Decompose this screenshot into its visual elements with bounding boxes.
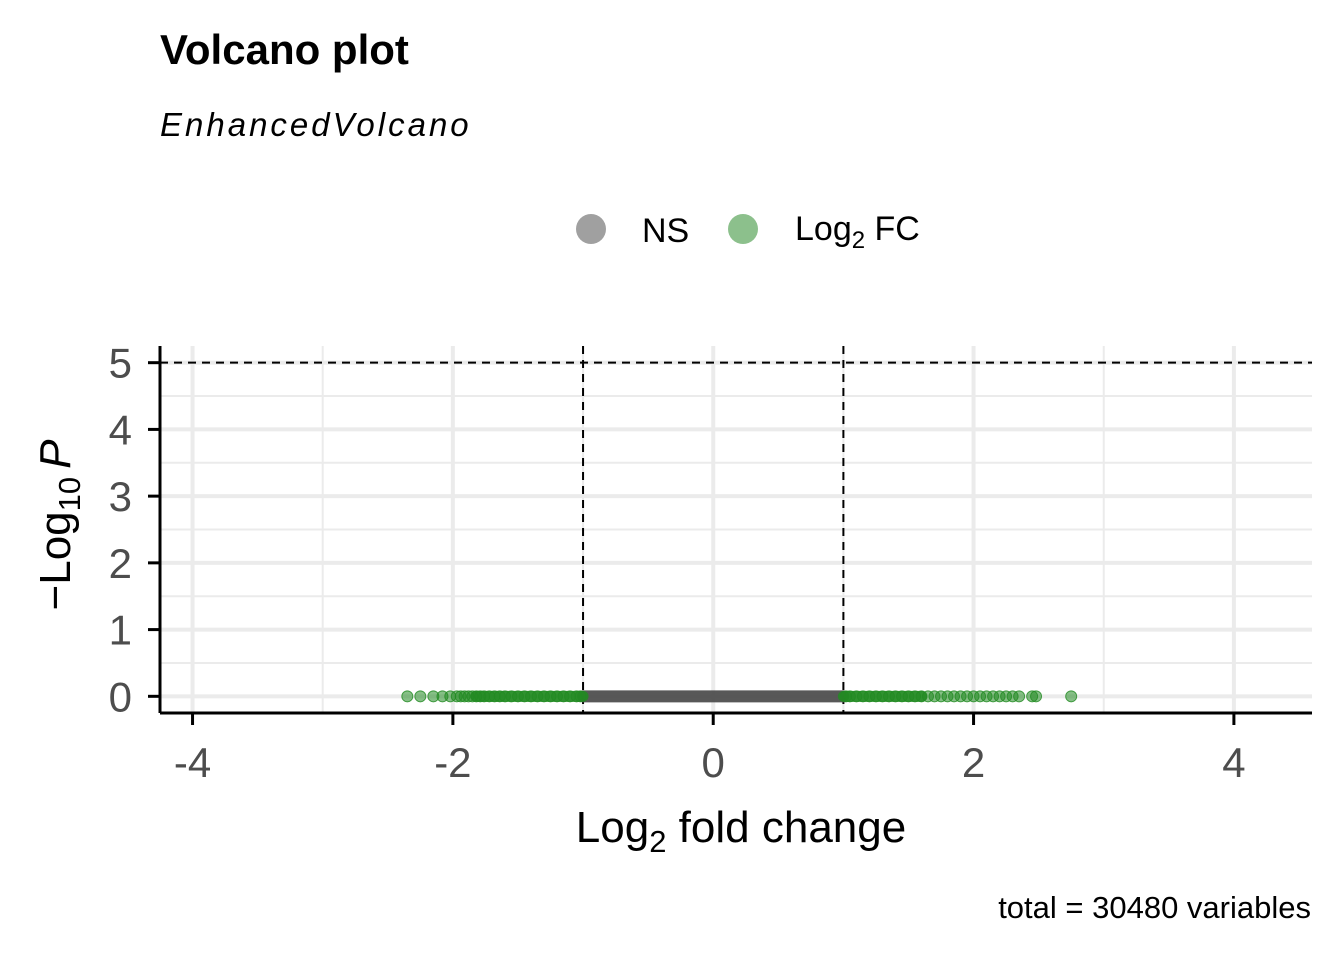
axes: [148, 346, 1312, 725]
x-tick-label: -4: [174, 739, 211, 786]
fc-point: [401, 690, 414, 703]
chart-title: Volcano plot: [160, 26, 409, 73]
chart-caption: total = 30480 variables: [998, 890, 1311, 925]
fc-point: [574, 690, 587, 703]
fc-point: [1030, 690, 1043, 703]
x-tick-label: 2: [962, 739, 985, 786]
x-tick-label: 0: [702, 739, 725, 786]
x-axis-title: Log2 fold change: [576, 803, 906, 859]
y-tick-label: 5: [109, 340, 132, 387]
x-tick-label: 4: [1222, 739, 1245, 786]
y-tick-labels: 0 1 2 3 4 5: [109, 340, 132, 721]
y-tick-label: 2: [109, 540, 132, 587]
grid-major: [160, 346, 1312, 713]
legend-label-ns: NS: [642, 212, 689, 250]
legend: NS Log2 FC: [576, 210, 920, 254]
legend-label-fc: Log2 FC: [795, 210, 920, 254]
x-axis-title-rest: fold change: [666, 803, 906, 852]
y-axis-title-sub: 10: [52, 477, 87, 511]
y-tick-label: 1: [109, 607, 132, 654]
cutoff-lines: [160, 346, 1312, 713]
y-tick-label: 3: [109, 473, 132, 520]
x-tick-label: -2: [434, 739, 471, 786]
x-axis-title-sub: 2: [649, 824, 666, 859]
y-tick-label: 0: [109, 673, 132, 720]
y-axis-title: −Log10 P: [31, 439, 87, 611]
y-tick-label: 4: [109, 406, 132, 453]
legend-key-fc: [728, 214, 758, 244]
y-axis-title-italic: P: [31, 439, 80, 469]
fc-point: [414, 690, 427, 703]
fc-point: [1065, 690, 1078, 703]
data-points: [401, 690, 1078, 703]
x-axis-title-main: Log: [576, 803, 649, 852]
x-tick-labels: -4 -2 0 2 4: [174, 739, 1246, 786]
y-axis-title-prefix: −Log: [31, 511, 80, 610]
legend-key-ns: [576, 214, 606, 244]
fc-point: [1013, 690, 1026, 703]
grid-minor: [160, 346, 1312, 713]
chart-subtitle: EnhancedVolcano: [160, 106, 472, 143]
